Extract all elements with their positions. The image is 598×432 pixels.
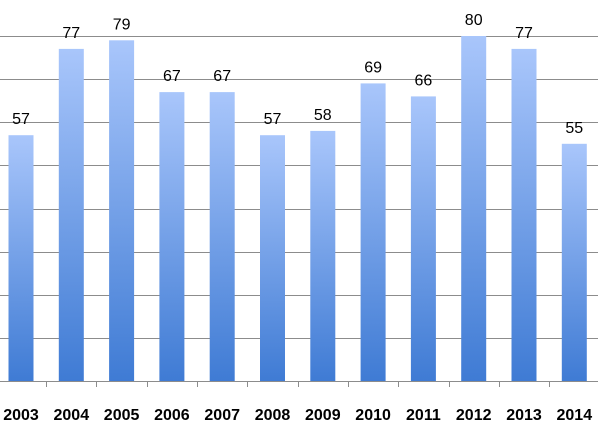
bar-2012 (461, 36, 487, 381)
data-label-2011: 66 (415, 72, 433, 89)
data-label-2010: 69 (364, 59, 382, 76)
bar-2011 (410, 96, 436, 382)
data-label-2003: 57 (12, 111, 30, 128)
bar-2006 (159, 92, 185, 381)
data-label-2014: 55 (565, 120, 583, 137)
bars (8, 36, 587, 382)
x-tick-label-2007: 2007 (204, 407, 240, 424)
x-tick-label-2003: 2003 (3, 407, 39, 424)
data-label-2009: 58 (314, 107, 332, 124)
x-tick-label-2008: 2008 (255, 407, 291, 424)
data-label-2007: 67 (213, 68, 231, 85)
data-labels: 2003 2004 2005 2006 2007 2008 2009 2010 2011 2012… (3, 12, 592, 424)
x-tick-label-2011: 2011 (406, 407, 441, 424)
data-label-2013: 77 (515, 25, 533, 42)
gridlines (0, 36, 598, 339)
data-label-2005: 79 (113, 16, 131, 33)
x-tick-label-2006: 2006 (154, 407, 190, 424)
x-axis (0, 381, 598, 387)
bar-2008 (260, 135, 285, 381)
bar-2009 (310, 130, 336, 381)
x-tick-label-2010: 2010 (355, 407, 391, 424)
bar-2004 (58, 48, 84, 382)
data-label-2012: 80 (465, 12, 483, 29)
bar-2013 (511, 48, 537, 382)
x-tick-label-2009: 2009 (305, 407, 341, 424)
x-tick-label-2014: 2014 (557, 407, 593, 424)
data-label-2008: 57 (264, 111, 282, 128)
bar-2014 (561, 143, 587, 381)
data-label-2006: 67 (163, 68, 181, 85)
bar-2010 (360, 83, 386, 382)
x-tick-label-2005: 2005 (104, 407, 140, 424)
x-tick-label-2004: 2004 (54, 407, 90, 424)
bar-2007 (209, 92, 235, 381)
bar-2005 (109, 40, 135, 382)
x-tick-label-2012: 2012 (456, 407, 492, 424)
x-tick-label-2013: 2013 (506, 407, 542, 424)
data-label-2004: 77 (62, 25, 80, 42)
bar-2003 (8, 135, 34, 381)
